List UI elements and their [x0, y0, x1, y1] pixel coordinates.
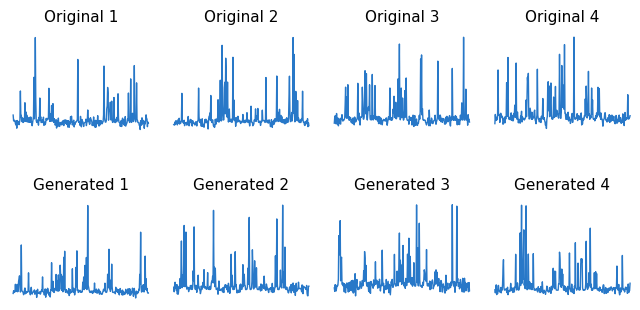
Title: Original 4: Original 4 — [525, 10, 600, 25]
Title: Generated 2: Generated 2 — [193, 178, 289, 193]
Title: Original 3: Original 3 — [365, 10, 439, 25]
Title: Generated 3: Generated 3 — [354, 178, 450, 193]
Title: Original 2: Original 2 — [204, 10, 278, 25]
Title: Generated 1: Generated 1 — [33, 178, 129, 193]
Title: Original 1: Original 1 — [44, 10, 118, 25]
Title: Generated 4: Generated 4 — [515, 178, 611, 193]
